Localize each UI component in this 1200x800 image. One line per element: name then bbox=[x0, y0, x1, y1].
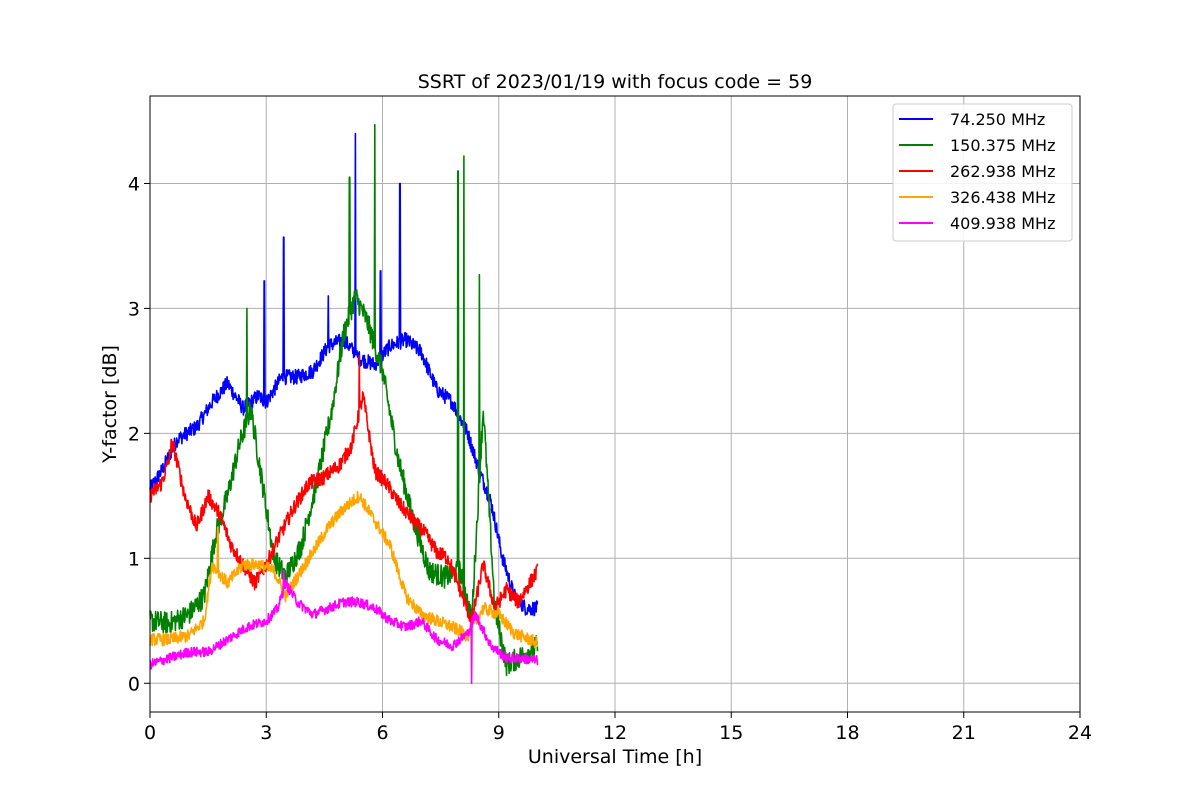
x-tick-label: 12 bbox=[603, 722, 627, 744]
y-axis-label: Y-factor [dB] bbox=[99, 345, 121, 464]
legend: 74.250 MHz 150.375 MHz 262.938 MHz 326.438 … bbox=[892, 103, 1073, 242]
y-axis: 0 1 2 3 4 bbox=[128, 173, 150, 695]
y-tick-label: 1 bbox=[128, 548, 140, 570]
series-line-2 bbox=[149, 123, 539, 677]
x-tick-label: 21 bbox=[952, 722, 976, 744]
legend-box bbox=[892, 103, 1073, 242]
series-line-5 bbox=[149, 570, 539, 685]
series-line-1 bbox=[149, 132, 539, 617]
x-tick-label: 9 bbox=[493, 722, 505, 744]
y-tick-label: 0 bbox=[128, 673, 140, 695]
x-axis-label: Universal Time [h] bbox=[528, 746, 702, 768]
legend-label: 326.438 MHz bbox=[950, 188, 1055, 207]
x-tick-label: 3 bbox=[260, 722, 272, 744]
x-tick-label: 24 bbox=[1068, 722, 1092, 744]
y-tick-label: 2 bbox=[128, 423, 140, 445]
x-tick-label: 18 bbox=[835, 722, 859, 744]
x-tick-label: 15 bbox=[719, 722, 743, 744]
chart-title: SSRT of 2023/01/19 with focus code = 59 bbox=[418, 71, 813, 93]
legend-label: 150.375 MHz bbox=[950, 136, 1055, 155]
legend-label: 409.938 MHz bbox=[950, 214, 1055, 233]
x-axis: 0 3 6 9 12 15 18 21 24 bbox=[144, 712, 1092, 744]
y-tick-label: 4 bbox=[128, 173, 140, 195]
series-line-3 bbox=[149, 355, 539, 626]
y-tick-label: 3 bbox=[128, 298, 140, 320]
series-layer bbox=[149, 123, 539, 685]
legend-label: 262.938 MHz bbox=[950, 162, 1055, 181]
legend-label: 74.250 MHz bbox=[950, 110, 1045, 129]
x-tick-label: 0 bbox=[144, 722, 156, 744]
x-tick-label: 6 bbox=[376, 722, 388, 744]
